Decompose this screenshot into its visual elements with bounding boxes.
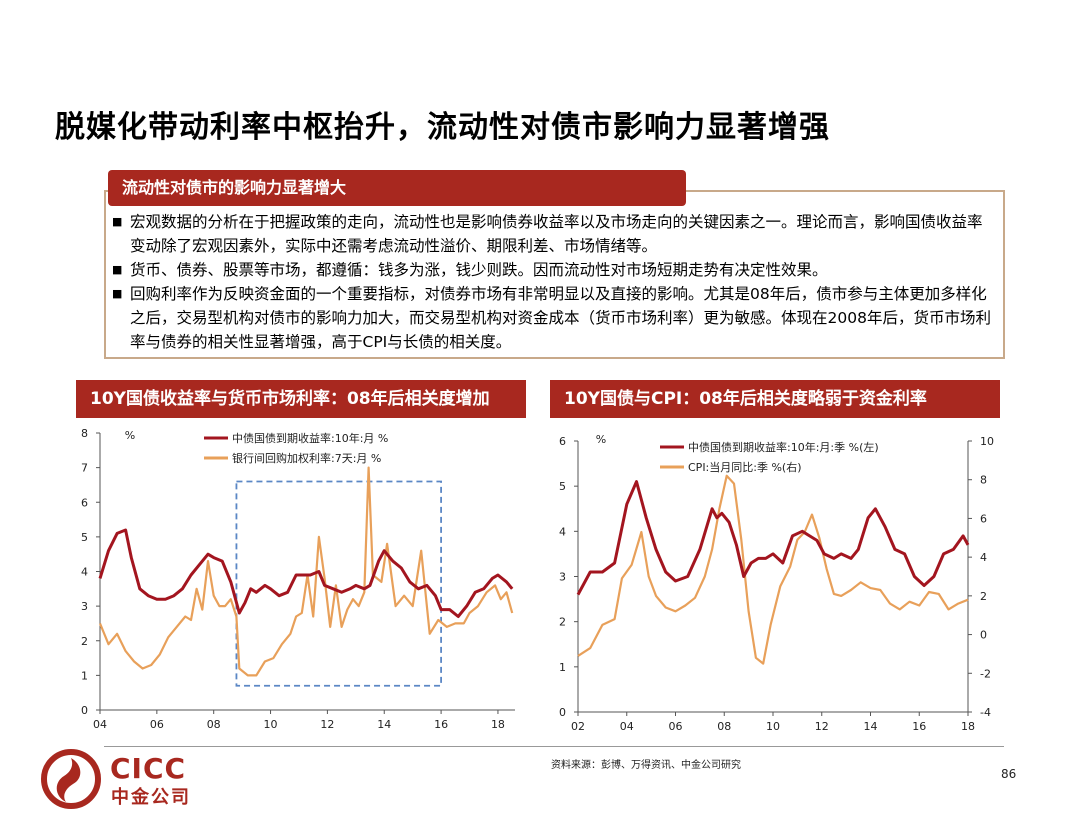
summary-header: 流动性对债市的影响力显著增大 [108,170,686,206]
chart1-legend-label: 中债国债到期收益率:10年:月 % [232,431,388,445]
bullet-square-icon: ■ [112,287,123,300]
chart1-y-tick-label: 3 [81,600,88,613]
chart1-y-tick-label: 4 [81,566,88,579]
chart2-x-tick-label: 06 [669,720,683,733]
page-number: 86 [1001,767,1017,781]
chart2-legend-label: 中债国债到期收益率:10年:月:季 %(左) [688,440,879,454]
bullet-text: 货币、债券、股票等市场，都遵循：钱多为涨，钱少则跌。因而流动性对市场短期走势有决… [130,261,828,279]
chart2-y2-tick-label: -2 [980,667,991,680]
chart2-y-tick-label: 4 [559,525,566,538]
chart2-y-tick-label: 3 [559,571,566,584]
chart1-y-tick-label: 8 [81,427,88,440]
chart2-x-tick-label: 04 [620,720,634,733]
chart2-y-tick-label: 2 [559,616,566,629]
chart2-y-tick-label: 6 [559,435,566,448]
chart1-y-tick-label: 5 [81,531,88,544]
chart2-x-tick-label: 16 [912,720,926,733]
bullet-item: ■ 货币、债券、股票等市场，都遵循：钱多为涨，钱少则跌。因而流动性对市场短期走势… [112,258,992,282]
chart2-x-tick-label: 18 [961,720,975,733]
chart1-highlight-box [235,480,442,687]
chart2-y2-tick-label: 0 [980,629,987,642]
summary-box [104,190,1005,359]
chart1-series-line [98,528,514,618]
chart1-x-tick-label: 18 [491,718,505,731]
chart2-y2-tick-label: 10 [980,435,994,448]
chart1-y-tick-label: 6 [81,496,88,509]
bullet-item: ■ 宏观数据的分析在于把握政策的走向，流动性也是影响债券收益率以及市场走向的关键… [112,210,992,258]
chart1-series-line [98,466,514,677]
chart1-x-tick-label: 16 [434,718,448,731]
bullet-text: 回购利率作为反映资金面的一个重要指标，对债券市场有非常明显以及直接的影响。尤其是… [130,285,991,351]
chart2-y2-tick-label: -4 [980,706,991,719]
chart1-y-tick-label: 7 [81,462,88,475]
chart2-y2-tick-label: 8 [980,474,987,487]
chart2-series-line [576,480,970,596]
chart2-y2-tick-label: 6 [980,512,987,525]
chart2-x-tick-label: 02 [571,720,585,733]
logo-text-cn: 中金公司 [111,787,191,808]
chart2-x-tick-label: 10 [766,720,780,733]
chart2-x-tick-label: 12 [815,720,829,733]
chart2-y-tick-label: 1 [559,661,566,674]
chart2-series-line [577,474,969,665]
chart1-y-tick-label: 0 [81,704,88,717]
chart1-title: 10Y国债收益率与货币市场利率：08年后相关度增加 [76,380,526,418]
chart1-legend-label: 银行间回购加权利率:7天:月 % [232,451,381,465]
chart2-y2-tick-label: 4 [980,551,987,564]
chart1-y-tick-label: 2 [81,635,88,648]
chart1-x-tick-label: 12 [320,718,334,731]
logo-text-en: CICC [110,752,187,785]
chart2-legend-label: CPI:当月同比:季 %(右) [688,460,802,474]
chart2-y-tick-label: 5 [559,480,566,493]
source-note: 资料来源：彭博、万得资讯、中金公司研究 [551,760,741,771]
chart2-y-unit: % [596,433,606,446]
bullet-square-icon: ■ [112,263,123,276]
chart2-title: 10Y国债与CPI：08年后相关度略弱于资金利率 [550,380,1000,418]
chart1-x-tick-label: 14 [377,718,391,731]
chart2-x-tick-label: 08 [717,720,731,733]
summary-bullets: ■ 宏观数据的分析在于把握政策的走向，流动性也是影响债券收益率以及市场走向的关键… [112,210,992,354]
chart1-x-tick-label: 10 [264,718,278,731]
bullet-square-icon: ■ [112,215,123,228]
chart2-x-tick-label: 14 [864,720,878,733]
chart1-x-tick-label: 04 [93,718,107,731]
bullet-text: 宏观数据的分析在于把握政策的走向，流动性也是影响债券收益率以及市场走向的关键因素… [130,213,983,255]
bullet-item: ■ 回购利率作为反映资金面的一个重要指标，对债券市场有非常明显以及直接的影响。尤… [112,282,992,354]
footer-divider [104,746,1004,747]
chart1-x-tick-label: 06 [150,718,164,731]
chart2-y2-tick-label: 2 [980,590,987,603]
page-title: 脱媒化带动利率中枢抬升，流动性对债市影响力显著增强 [55,110,830,145]
chart2-y-tick-label: 0 [559,706,566,719]
chart1-y-unit: % [125,429,135,442]
cicc-logo-icon [40,748,104,814]
chart1-x-tick-label: 08 [207,718,221,731]
chart1-y-tick-label: 1 [81,669,88,682]
